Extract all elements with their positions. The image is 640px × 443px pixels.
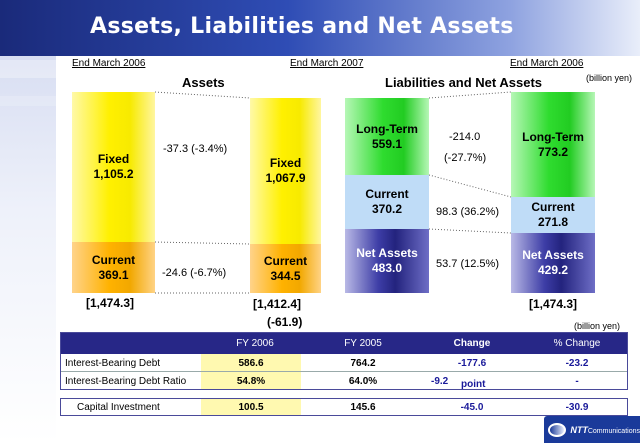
current-value: 344.5 [270, 268, 301, 283]
fixed-value: 1,105.2 [93, 167, 134, 181]
ratio-change: -9.2 [431, 376, 449, 387]
longterm-label: Long-Term [522, 129, 584, 144]
assets-2007-total: [1,412.4] [253, 297, 302, 311]
current-label: Current [91, 252, 136, 267]
longterm-value: 559.1 [371, 136, 403, 151]
capex-fy2006-highlight [201, 399, 301, 415]
capex-pct-change: -30.9 [565, 402, 589, 413]
debt-fy2005: 764.2 [350, 358, 376, 369]
net-assets-value: 483.0 [371, 261, 403, 275]
logo-name: Communications [587, 427, 640, 435]
liab-2007-longterm: Long-Term 559.1 [345, 98, 429, 175]
capex-change: -45.0 [460, 402, 484, 413]
unit-label-top: (billion yen) [586, 73, 633, 83]
ratio-fy2005: 64.0% [348, 376, 378, 387]
ntt-logo-icon [548, 422, 567, 437]
fixed-label: Fixed [97, 152, 130, 166]
liab-2006-total: [1,474.3] [529, 297, 578, 311]
capex-fy2005: 145.6 [350, 402, 376, 413]
debt-fy2006: 586.6 [238, 358, 264, 369]
ratio-pct-change: - [575, 376, 579, 387]
longterm-change-amount: -214.0 [449, 131, 481, 143]
decorative-side-strip [0, 56, 56, 443]
fixed-value: 1,067.9 [265, 171, 306, 185]
fixed-label: Fixed [269, 156, 302, 170]
liab-2006-current: Current 271.8 [511, 197, 595, 233]
assets-2007-fixed: Fixed 1,067.9 [250, 98, 321, 244]
debt-change: -177.6 [457, 358, 487, 369]
liab-2007-net-assets: Net Assets 483.0 [345, 229, 429, 293]
capex-fy2006: 100.5 [238, 402, 264, 413]
liabilities-heading: Liabilities and Net Assets [385, 75, 543, 90]
net-assets-label: Net Assets [522, 248, 584, 262]
current-label: Current [365, 187, 409, 201]
longterm-value: 773.2 [537, 144, 569, 159]
current-liabilities-change: 98.3 (36.2%) [436, 206, 499, 218]
unit-label-bottom: (billion yen) [574, 321, 621, 331]
debt-pct-change: -23.2 [565, 358, 589, 369]
longterm-label: Long-Term [356, 121, 418, 136]
liab-2006-net-assets: Net Assets 429.2 [511, 233, 595, 293]
fixed-change: -37.3 (-3.4%) [163, 143, 228, 155]
header-pct-change: % Change [553, 338, 601, 349]
current-label: Current [531, 200, 575, 214]
summary-table: FY 2006 FY 2005 Change % Change Interest… [60, 332, 628, 390]
slide-title: Assets, Liabilities and Net Assets [90, 14, 514, 39]
header-fy2006: FY 2006 [236, 338, 274, 349]
current-label: Current [263, 253, 308, 268]
net-assets-label: Net Assets [356, 246, 418, 260]
current-value: 271.8 [537, 215, 569, 229]
header-change: Change [453, 338, 491, 349]
net-assets-change: 53.7 (12.5%) [436, 258, 499, 270]
current-value: 369.1 [98, 267, 129, 282]
assets-total-change: (-61.9) [267, 315, 303, 329]
logo-brand: NTT [570, 424, 588, 435]
assets-2006-current: Current 369.1 [72, 242, 155, 293]
assets-2006-fixed: Fixed 1,105.2 [72, 92, 155, 242]
current-assets-change: -24.6 (-6.7%) [162, 267, 227, 279]
assets-heading: Assets [182, 75, 225, 90]
period-label-right: End March 2006 [510, 58, 584, 69]
period-label-middle: End March 2007 [290, 58, 364, 69]
row-label-capex: Capital Investment [77, 402, 160, 413]
capex-table: Capital Investment 100.5 145.6 -45.0 -30… [60, 398, 628, 416]
table-header-row [61, 333, 627, 354]
row-label-debt-ratio: Interest-Bearing Debt Ratio [65, 376, 187, 387]
liab-2007-current: Current 370.2 [345, 175, 429, 229]
assets-2006-total: [1,474.3] [86, 296, 135, 310]
period-label-left: End March 2006 [72, 58, 146, 69]
current-value: 370.2 [371, 202, 403, 216]
row-divider [61, 371, 627, 372]
assets-2007-current: Current 344.5 [250, 244, 321, 293]
header-fy2005: FY 2005 [344, 338, 382, 349]
row-label-debt: Interest-Bearing Debt [65, 358, 161, 369]
ntt-communications-logo: NTTCommunications [544, 416, 640, 443]
liab-2006-longterm: Long-Term 773.2 [511, 92, 595, 197]
ratio-fy2006: 54.8% [236, 376, 266, 387]
ratio-change-unit: point [461, 379, 486, 390]
title-banner: Assets, Liabilities and Net Assets [0, 0, 640, 56]
longterm-change-pct: (-27.7%) [444, 152, 487, 164]
net-assets-value: 429.2 [537, 263, 569, 277]
